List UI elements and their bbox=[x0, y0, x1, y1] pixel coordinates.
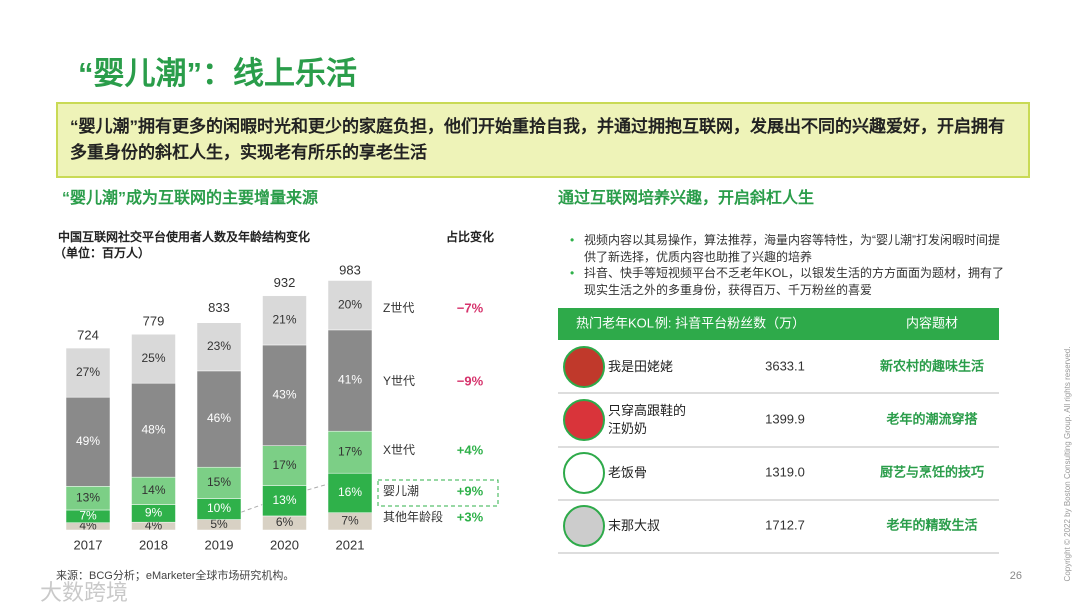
segment-label: 46% bbox=[207, 411, 231, 425]
bar-segment bbox=[327, 329, 373, 432]
total-label: 983 bbox=[339, 262, 361, 277]
bar-segment bbox=[262, 344, 307, 446]
total-label: 833 bbox=[208, 300, 230, 315]
share-change: −9% bbox=[457, 373, 484, 388]
bar-segment bbox=[65, 347, 111, 398]
avatar bbox=[563, 399, 605, 441]
bar-segment bbox=[196, 370, 242, 468]
table-header-bg bbox=[558, 308, 999, 340]
page-number: 26 bbox=[1010, 570, 1022, 582]
x-tick-label: 2020 bbox=[270, 537, 299, 552]
bar-segment bbox=[196, 466, 242, 499]
bar-segment bbox=[327, 472, 373, 513]
segment-label: 7% bbox=[79, 509, 97, 523]
watermark: 大数跨境 bbox=[40, 580, 128, 605]
copyright: Copyright © 2022 by Boston Consulting Gr… bbox=[1063, 347, 1072, 582]
legend-label: X世代 bbox=[383, 443, 415, 457]
bar-segment bbox=[327, 430, 373, 474]
bullet: 抖音、快手等短视频平台不乏老年KOL，以银发生活的方方面面为题材，拥有了现实生活… bbox=[570, 265, 1004, 298]
fans-count: 1319.0 bbox=[765, 464, 805, 479]
total-label: 932 bbox=[274, 275, 296, 290]
segment-label: 9% bbox=[145, 506, 163, 520]
segment-label: 13% bbox=[272, 493, 296, 507]
segment-label: 17% bbox=[338, 444, 362, 458]
fans-count: 3633.1 bbox=[765, 358, 805, 373]
legend-label: Z世代 bbox=[383, 301, 414, 315]
segment-label: 23% bbox=[207, 339, 231, 353]
bar-segment bbox=[262, 485, 307, 517]
fans-count: 1399.9 bbox=[765, 411, 805, 426]
legend-label: 其他年龄段 bbox=[383, 509, 443, 524]
avatar bbox=[563, 505, 605, 547]
table-header: 热门老年KOL bbox=[576, 315, 654, 330]
segment-label: 49% bbox=[76, 434, 100, 448]
total-label: 724 bbox=[77, 327, 99, 342]
change-heading: 占比变化 bbox=[446, 229, 494, 244]
bullet: 视频内容以其易操作，算法推荐，海量内容等特性，为“婴儿潮”打发闲暇时间提供了新选… bbox=[570, 232, 1004, 265]
segment-label: 10% bbox=[207, 501, 231, 515]
segment-label: 27% bbox=[76, 365, 100, 379]
share-change: +4% bbox=[457, 442, 484, 457]
bar-segment bbox=[327, 280, 373, 331]
bar-segment bbox=[65, 396, 111, 487]
segment-label: 15% bbox=[207, 475, 231, 489]
segment-label: 41% bbox=[338, 373, 362, 387]
segment-label: 48% bbox=[141, 422, 165, 436]
source: 来源：BCG分析；eMarketer全球市场研究机构。 bbox=[56, 568, 294, 582]
x-tick-label: 2017 bbox=[74, 537, 103, 552]
bar-segment bbox=[131, 382, 176, 478]
chart-title: 中国互联网社交平台使用者人数及年龄结构变化 bbox=[58, 229, 310, 244]
kol-name: 末那大叔 bbox=[608, 518, 661, 533]
content-topic: 老年的精致生活 bbox=[885, 517, 977, 532]
segment-label: 13% bbox=[76, 490, 100, 504]
bar-segment bbox=[196, 322, 242, 372]
right-heading: 通过互联网培养兴趣，开启斜杠人生 bbox=[558, 188, 814, 207]
segment-label: 6% bbox=[276, 515, 294, 529]
table-header: 内容题材 bbox=[906, 315, 958, 330]
segment-label: 43% bbox=[272, 388, 296, 402]
segment-label: 21% bbox=[272, 313, 296, 327]
x-tick-label: 2021 bbox=[336, 537, 365, 552]
bar-segment bbox=[262, 295, 307, 346]
total-label: 779 bbox=[143, 314, 165, 329]
segment-label: 20% bbox=[338, 297, 362, 311]
x-tick-label: 2019 bbox=[205, 537, 234, 552]
chart-subtitle: （单位：百万人） bbox=[54, 245, 150, 260]
segment-label: 5% bbox=[210, 517, 228, 531]
kol-name: 老饭骨 bbox=[608, 465, 648, 480]
avatar bbox=[563, 346, 605, 388]
content-topic: 新农村的趣味生活 bbox=[880, 358, 984, 373]
segment-label: 14% bbox=[141, 483, 165, 497]
segment-label: 16% bbox=[338, 485, 362, 499]
summary-box: “婴儿潮”拥有更多的闲暇时光和更少的家庭负担，他们开始重拾自我，并通过拥抱互联网… bbox=[56, 102, 1030, 178]
bar-segment bbox=[131, 476, 176, 505]
highlight-box bbox=[377, 479, 499, 507]
share-change: −7% bbox=[457, 300, 484, 315]
fans-count: 1712.7 bbox=[765, 517, 805, 532]
left-heading: “婴儿潮”成为互联网的主要增量来源 bbox=[62, 188, 318, 207]
legend-label: Y世代 bbox=[383, 374, 415, 388]
segment-label: 7% bbox=[341, 514, 359, 528]
kol-name: 我是田姥姥 bbox=[608, 359, 674, 374]
content-topic: 厨艺与烹饪的技巧 bbox=[880, 464, 984, 479]
avatar bbox=[563, 452, 605, 494]
x-tick-label: 2018 bbox=[139, 537, 168, 552]
segment-label: 17% bbox=[272, 458, 296, 472]
content-topic: 老年的潮流穿搭 bbox=[885, 411, 978, 426]
bar-segment bbox=[131, 333, 176, 384]
legend-label: 婴儿潮 bbox=[383, 483, 419, 498]
slide-title: “婴儿潮”：线上乐活 bbox=[78, 56, 357, 91]
share-change: +9% bbox=[457, 483, 484, 498]
segment-label: 25% bbox=[141, 351, 165, 365]
bar-segment bbox=[262, 445, 307, 486]
table-header: 例: 抖音平台粉丝数（万） bbox=[655, 315, 805, 330]
kol-name: 只穿高跟鞋的汪奶奶 bbox=[608, 403, 687, 436]
share-change: +3% bbox=[457, 509, 484, 524]
